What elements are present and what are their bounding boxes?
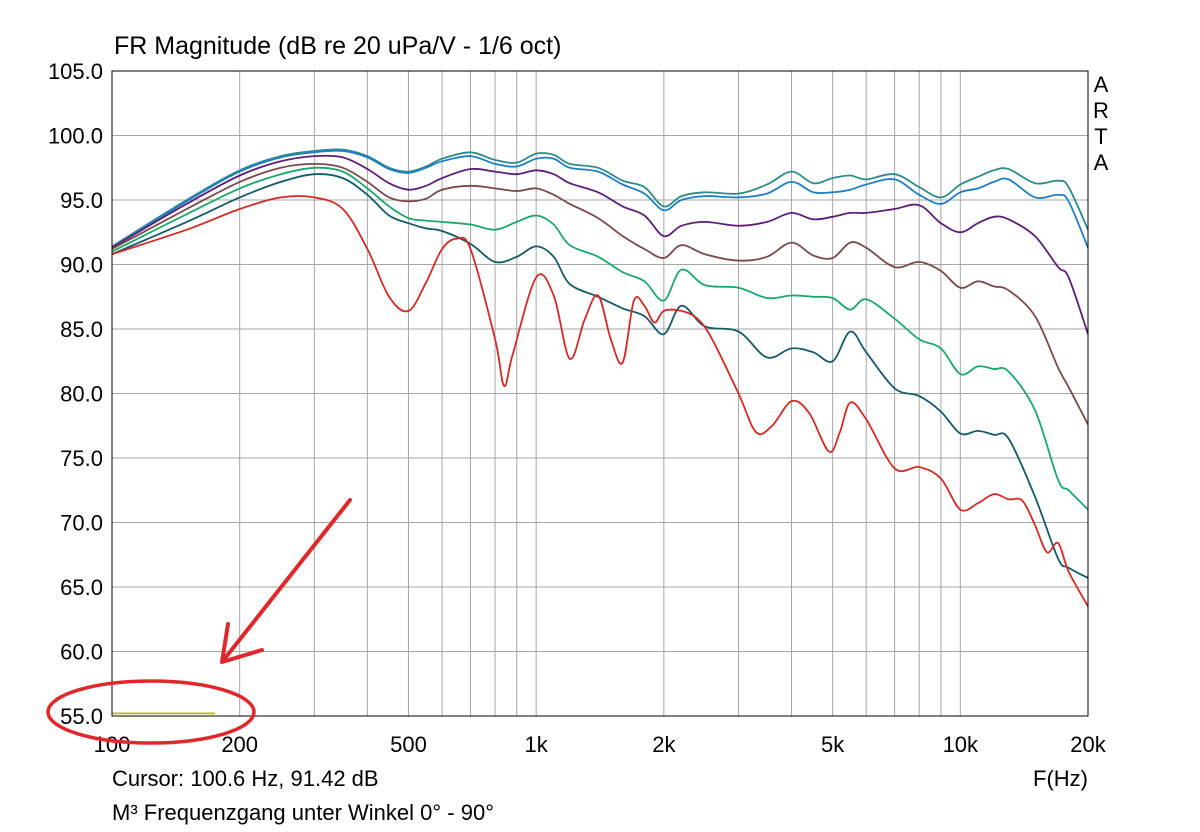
series-line-2 (111, 149, 1089, 249)
y-tick-label: 95.0 (60, 188, 103, 213)
y-tick-label: 90.0 (60, 253, 103, 278)
y-tick-label: 65.0 (60, 575, 103, 600)
y-tick-label: 60.0 (60, 640, 103, 665)
y-tick-label: 85.0 (60, 317, 103, 342)
red-annotation (46, 498, 352, 745)
series-line-6 (111, 173, 1089, 579)
x-tick-label: 100 (94, 732, 131, 757)
x-tick-label: 10k (943, 732, 979, 757)
plot-frame (111, 70, 1089, 717)
chart-title: FR Magnitude (dB re 20 uPa/V - 1/6 oct) (114, 32, 562, 60)
y-tick-label: 70.0 (60, 511, 103, 536)
series-line-5 (111, 166, 1089, 511)
series-line-1 (111, 148, 1089, 248)
annotation-ellipse (46, 679, 256, 745)
x-axis-unit-label: F(Hz) (1033, 766, 1088, 791)
watermark-letter: R (1093, 98, 1109, 123)
series-line-7 (111, 195, 1089, 607)
cursor-readout: Cursor: 100.6 Hz, 91.42 dB (112, 766, 379, 791)
watermark-letter: A (1093, 150, 1109, 175)
watermark-letter: A (1093, 72, 1109, 97)
y-tick-label: 80.0 (60, 382, 103, 407)
y-tick-label: 75.0 (60, 446, 103, 471)
x-tick-label: 200 (221, 732, 258, 757)
tick-labels: 105.0 100.0 95.0 90.0 85.0 80.0 75.0 70.0 65.0 60… (48, 59, 1107, 757)
grid (112, 71, 1088, 716)
y-tick-label: 105.0 (48, 59, 103, 84)
series-line-4 (111, 163, 1089, 425)
watermark-letter: T (1094, 124, 1108, 149)
y-tick-label: 55.0 (60, 704, 103, 729)
x-tick-label: 5k (821, 732, 845, 757)
series-lines (111, 148, 1089, 715)
chart-subtitle: M³ Frequenzgang unter Winkel 0° - 90° (112, 800, 494, 825)
annotation-arrow (220, 498, 352, 664)
y-tick-label: 100.0 (48, 124, 103, 149)
x-tick-label: 20k (1070, 732, 1106, 757)
x-tick-label: 500 (390, 732, 427, 757)
series-line-3 (111, 154, 1089, 335)
x-tick-label: 2k (652, 732, 676, 757)
x-tick-label: 1k (525, 732, 549, 757)
arta-watermark: A R T A (1093, 72, 1109, 176)
